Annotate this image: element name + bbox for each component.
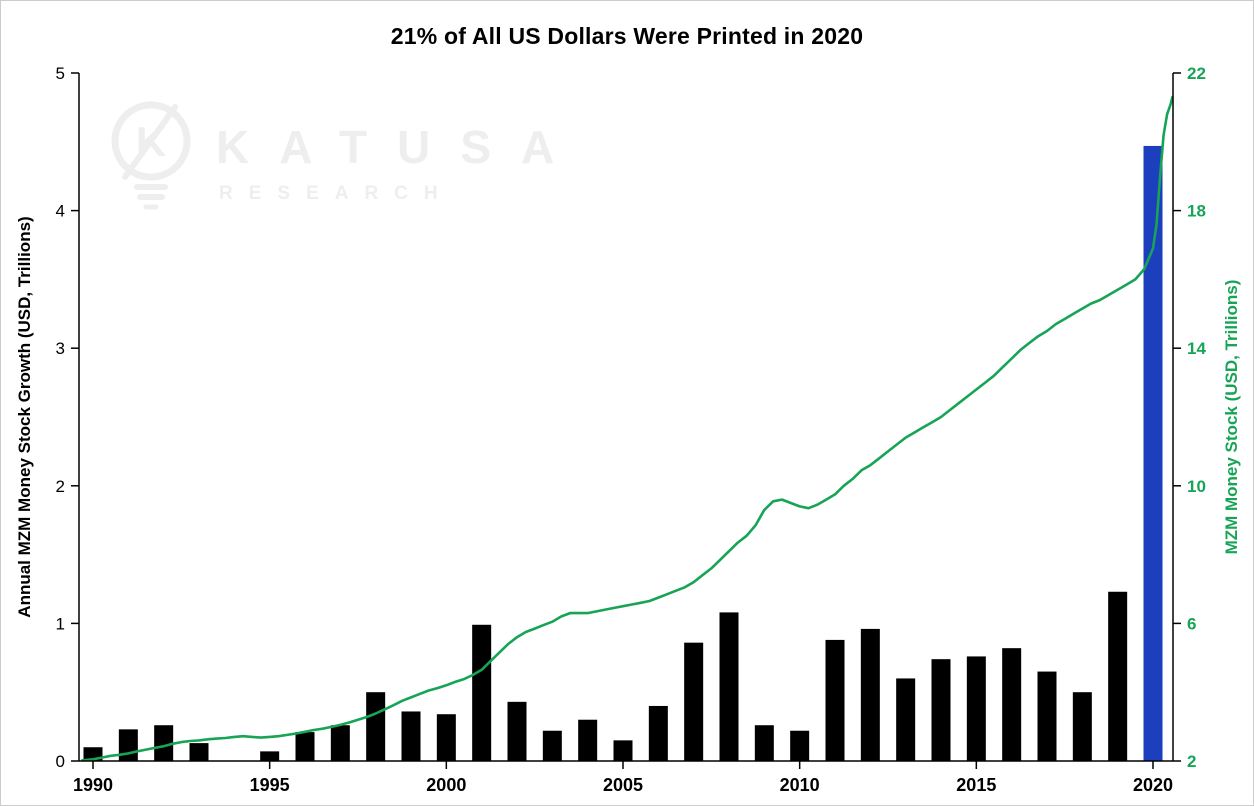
bar-year-2019 (1108, 591, 1128, 761)
x-tick-label: 2015 (956, 775, 996, 795)
bar-year-2008 (719, 612, 739, 761)
watermark: KKATUSARESEARCH (111, 101, 584, 210)
x-tick-label: 1990 (73, 775, 113, 795)
x-tick-label: 2000 (426, 775, 466, 795)
bar-year-1999 (401, 711, 421, 761)
bar-year-2014 (931, 659, 951, 761)
right-tick-label: 14 (1187, 339, 1206, 358)
bar-year-2013 (896, 678, 916, 761)
left-tick-label: 5 (56, 64, 65, 83)
x-tick-label: 2020 (1133, 775, 1173, 795)
bar-year-2015 (966, 656, 986, 761)
bar-year-1996 (295, 732, 315, 761)
mzm-stock-line (81, 95, 1174, 762)
bar-year-2016 (1002, 648, 1022, 761)
bar-2020-highlight (1143, 145, 1163, 762)
right-tick-label: 18 (1187, 202, 1206, 221)
bar-year-2017 (1037, 671, 1057, 761)
axes (78, 73, 1174, 762)
bar-year-2002 (507, 701, 527, 761)
watermark-text-2: RESEARCH (219, 183, 454, 204)
bar-year-1992 (154, 725, 174, 761)
bar-year-2012 (860, 628, 880, 761)
bar-year-2004 (578, 719, 598, 761)
left-tick-label: 0 (56, 752, 65, 771)
bar-year-1991 (118, 729, 138, 761)
bar-year-2011 (825, 639, 845, 761)
bar-year-2000 (436, 714, 456, 761)
left-tick-label: 4 (56, 202, 65, 221)
bar-year-1993 (189, 743, 209, 761)
right-tick-label: 2 (1187, 752, 1196, 771)
bar-year-2001 (472, 624, 492, 761)
bar-year-2007 (684, 642, 704, 761)
bar-year-2005 (613, 740, 633, 761)
watermark-text-1: KATUSA (216, 121, 584, 173)
left-tick-label: 3 (56, 339, 65, 358)
x-tick-label: 2005 (603, 775, 643, 795)
bar-year-2006 (648, 705, 668, 761)
bar-year-2018 (1072, 692, 1092, 761)
right-tick-label: 6 (1187, 614, 1196, 633)
x-tick-label: 1995 (250, 775, 290, 795)
bar-year-2009 (754, 725, 774, 761)
bar-year-2010 (790, 730, 810, 761)
right-tick-label: 10 (1187, 477, 1206, 496)
bar-year-1998 (366, 692, 386, 761)
right-tick-label: 22 (1187, 64, 1206, 83)
left-tick-label: 2 (56, 477, 65, 496)
bar-year-2003 (542, 730, 562, 761)
watermark-slash (122, 104, 178, 180)
x-tick-label: 2010 (780, 775, 820, 795)
watermark-bulb-icon (111, 101, 191, 181)
left-tick-label: 1 (56, 614, 65, 633)
bar-year-1997 (330, 725, 350, 761)
bar-series (83, 145, 1163, 762)
bar-year-1995 (260, 751, 280, 761)
chart-title: 21% of All US Dollars Were Printed in 20… (390, 23, 864, 49)
